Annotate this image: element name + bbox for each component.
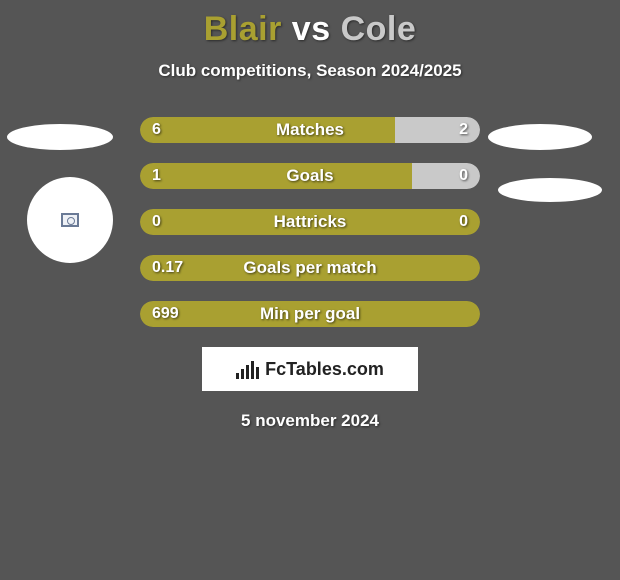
bar-value-left: 0	[152, 209, 161, 235]
comparison-title: Blair vs Cole	[0, 0, 620, 49]
bar-chart-icon	[236, 359, 259, 379]
bar-segment-right	[412, 163, 480, 189]
player1-badge-ellipse	[7, 124, 113, 150]
bar-value-right: 0	[459, 209, 468, 235]
player2-badge-ellipse-1	[488, 124, 592, 150]
title-player2: Cole	[341, 10, 417, 48]
bar-row: 10Goals	[140, 163, 480, 189]
branding-badge: FcTables.com	[202, 347, 418, 391]
bar-row: 00Hattricks	[140, 209, 480, 235]
subtitle: Club competitions, Season 2024/2025	[0, 61, 620, 81]
bar-value-right: 0	[459, 163, 468, 189]
date-label: 5 november 2024	[0, 411, 620, 431]
branding-text: FcTables.com	[265, 359, 384, 380]
bar-segment-full	[140, 255, 480, 281]
bar-value-left: 699	[152, 301, 179, 327]
bar-segment-full	[140, 209, 480, 235]
bar-row: 0.17Goals per match	[140, 255, 480, 281]
bar-row: 699Min per goal	[140, 301, 480, 327]
bar-segment-full	[140, 301, 480, 327]
title-vs: vs	[292, 10, 331, 48]
bar-value-left: 0.17	[152, 255, 183, 281]
bar-value-left: 1	[152, 163, 161, 189]
comparison-bars: 62Matches10Goals00Hattricks0.17Goals per…	[140, 117, 480, 327]
bar-segment-left	[140, 117, 395, 143]
bar-row: 62Matches	[140, 117, 480, 143]
player2-badge-ellipse-2	[498, 178, 602, 202]
player1-photo-placeholder	[27, 177, 113, 263]
title-player1: Blair	[204, 10, 282, 48]
bar-value-left: 6	[152, 117, 161, 143]
bar-segment-left	[140, 163, 412, 189]
bar-value-right: 2	[459, 117, 468, 143]
photo-icon	[61, 213, 79, 227]
